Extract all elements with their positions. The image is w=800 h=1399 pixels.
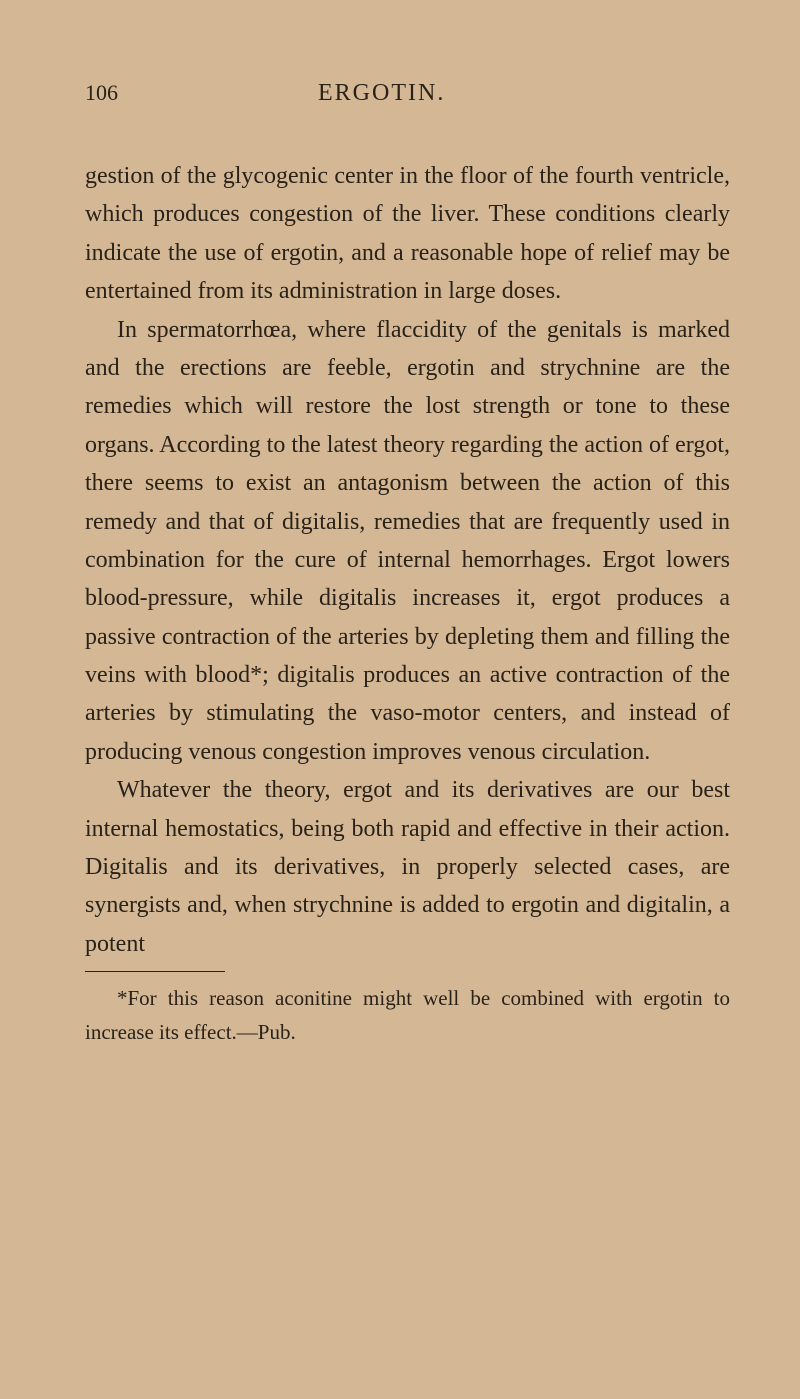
page-number: 106 [85,80,118,107]
page-header: 106 ERGOTIN. [85,80,730,107]
body-text: gestion of the glycogenic center in the … [85,157,730,963]
footnote-separator [85,971,225,972]
paragraph-2: In spermatorrhœa, where flaccidity of th… [85,311,730,772]
chapter-title: ERGOTIN. [318,80,445,107]
paragraph-3: Whatever the theory, ergot and its deriv… [85,771,730,963]
footnote-text: *For this reason aconitine might well be… [85,982,730,1049]
paragraph-1: gestion of the glycogenic center in the … [85,157,730,311]
